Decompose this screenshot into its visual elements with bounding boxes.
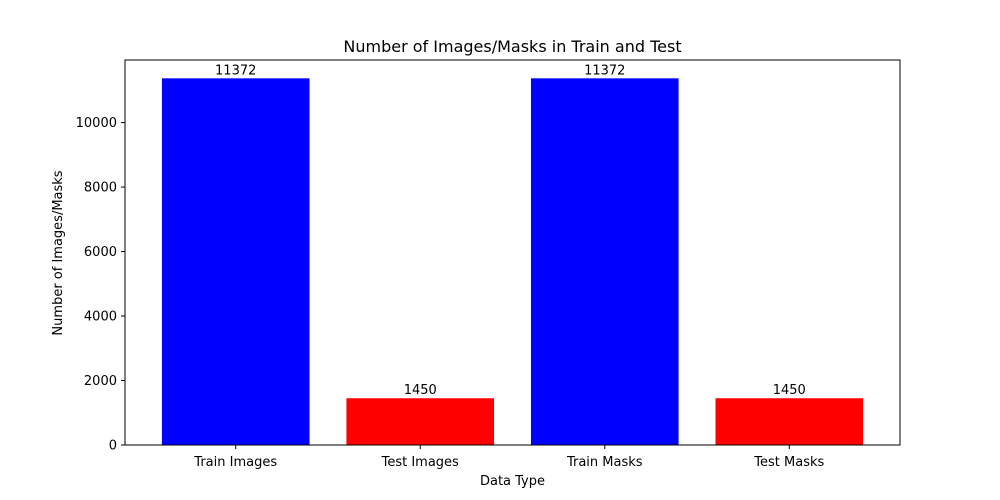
- y-ticks-group: 0 2000 4000 6000 8000 10000: [76, 116, 125, 454]
- y-tick-label-6000: 6000: [84, 245, 117, 260]
- y-tick-label-8000: 8000: [84, 181, 117, 196]
- x-ticks-group: Train Images Test Images Train Masks Test M…: [193, 445, 825, 470]
- x-tick-label-train-masks: Train Masks: [566, 455, 643, 470]
- chart-title: Number of Images/Masks in Train and Test: [343, 37, 681, 56]
- bar-test-masks: [715, 398, 864, 445]
- y-tick-label-2000: 2000: [84, 374, 117, 389]
- bar-train-images: [161, 78, 310, 445]
- bar-test-images: [346, 398, 495, 445]
- y-tick-label-0: 0: [109, 439, 117, 454]
- data-label-test-masks: 1450: [773, 383, 806, 398]
- bar-train-masks: [530, 78, 679, 445]
- data-label-train-images: 11372: [215, 63, 256, 78]
- y-tick-label-10000: 10000: [76, 116, 117, 131]
- data-labels-group: 11372 1450 11372 1450: [215, 63, 806, 398]
- x-tick-label-train-images: Train Images: [193, 455, 277, 470]
- x-tick-label-test-masks: Test Masks: [753, 455, 824, 470]
- data-label-test-images: 1450: [404, 383, 437, 398]
- plot-frame: [124, 59, 901, 446]
- y-tick-label-4000: 4000: [84, 310, 117, 325]
- x-tick-label-test-images: Test Images: [381, 455, 459, 470]
- bars-group: [161, 78, 864, 445]
- x-axis-label: Data Type: [480, 474, 545, 489]
- y-axis-label: Number of Images/Masks: [51, 170, 66, 335]
- data-label-train-masks: 11372: [584, 63, 625, 78]
